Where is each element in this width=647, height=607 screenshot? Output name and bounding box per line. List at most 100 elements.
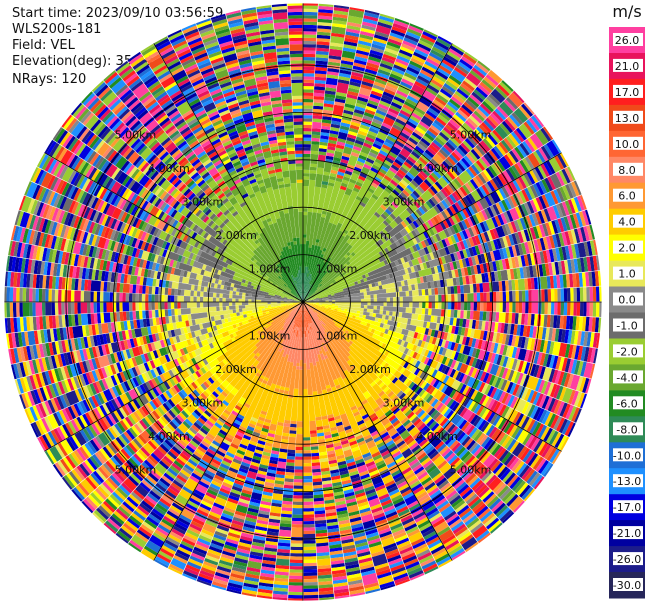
ray-gate-segment <box>263 550 277 556</box>
ray-gate-segment <box>386 514 399 522</box>
ray-gate-segment <box>245 516 257 523</box>
ray-gate-segment <box>481 184 490 196</box>
ray-gate-segment <box>479 283 484 293</box>
ray-gate-segment <box>408 214 415 223</box>
ray-gate-segment <box>435 345 441 354</box>
ray-gate-segment <box>318 584 333 589</box>
ray-gate-segment <box>234 510 247 517</box>
ray-gate-segment <box>403 239 415 250</box>
ray-gate-segment <box>349 7 365 12</box>
ray-gate-segment <box>425 394 434 404</box>
ray-gate-segment <box>515 127 527 141</box>
ray-gate-segment <box>348 349 379 381</box>
ray-gate-segment <box>472 310 480 321</box>
ray-gate-segment <box>456 431 466 442</box>
ray-gate-segment <box>424 132 435 142</box>
ray-gate-segment <box>233 513 246 520</box>
ray-gate-segment <box>440 505 455 518</box>
ray-gate-segment <box>450 180 460 190</box>
ray-gate-segment <box>201 424 211 433</box>
ray-gate-segment <box>55 411 65 425</box>
ray-gate-segment <box>396 184 405 192</box>
ray-gate-segment <box>294 469 303 473</box>
ray-gate-segment <box>337 460 347 466</box>
ray-gate-segment <box>432 472 443 482</box>
ray-gate-segment <box>412 431 422 440</box>
ray-gate-segment <box>399 296 403 302</box>
ray-gate-segment <box>412 220 420 228</box>
ray-gate-segment <box>523 121 535 135</box>
ray-gate-segment <box>288 365 297 399</box>
ray-gate-segment <box>293 491 303 496</box>
ray-gate-segment <box>486 292 490 302</box>
ray-gate-segment <box>203 494 216 503</box>
ray-gate-segment <box>144 416 153 426</box>
ray-gate-segment <box>241 375 260 400</box>
ray-gate-segment <box>132 377 140 387</box>
ray-gate-segment <box>284 397 293 421</box>
ray-gate-segment <box>218 369 224 376</box>
ray-gate-segment <box>230 387 239 396</box>
ray-gate-segment <box>315 297 319 300</box>
ray-gate-segment <box>143 459 155 470</box>
ray-gate-segment <box>489 342 496 353</box>
ray-gate-segment <box>475 160 486 171</box>
ray-gate-segment <box>310 430 317 434</box>
ray-gate-segment <box>411 83 425 96</box>
ray-gate-segment <box>452 317 457 326</box>
ray-gate-segment <box>460 450 471 462</box>
ray-gate-segment <box>192 492 204 501</box>
ray-gate-segment <box>474 338 480 349</box>
ray-gate-segment <box>471 357 478 368</box>
ray-gate-segment <box>521 466 533 480</box>
ray-gate-segment <box>229 576 244 583</box>
ray-gate-segment <box>303 498 314 502</box>
ray-gate-segment <box>434 441 445 451</box>
ray-gate-segment <box>379 149 389 157</box>
ray-gate-segment <box>277 421 284 427</box>
ray-gate-segment <box>424 416 433 425</box>
ray-gate-segment <box>445 124 456 134</box>
ray-gate-segment <box>573 287 577 302</box>
ray-gate-segment <box>132 411 142 422</box>
ray-gate-segment <box>457 200 465 210</box>
ray-gate-segment <box>334 591 350 597</box>
ray-gate-segment <box>308 323 311 327</box>
ray-gate-segment <box>393 531 407 540</box>
ray-gate-segment <box>155 366 163 376</box>
ray-gate-segment <box>479 371 487 382</box>
ray-gate-segment <box>371 43 386 51</box>
ray-gate-segment <box>563 216 571 231</box>
ray-gate-segment <box>489 131 501 144</box>
ray-gate-segment <box>331 120 341 126</box>
ray-gate-segment <box>218 416 226 424</box>
ray-gate-segment <box>465 238 472 248</box>
ray-gate-segment <box>460 395 468 406</box>
ray-gate-segment <box>491 444 502 456</box>
ray-gate-segment <box>566 288 571 302</box>
ray-gate-segment <box>499 101 514 117</box>
ray-gate-segment <box>374 317 379 322</box>
ray-gate-segment <box>213 434 224 445</box>
ray-gate-segment <box>364 68 378 75</box>
ray-gate-segment <box>544 177 554 192</box>
ray-gate-segment <box>514 335 520 348</box>
ray-gate-segment <box>413 511 426 520</box>
ray-gate-segment <box>447 302 452 310</box>
ray-gate-segment <box>525 290 529 302</box>
ray-gate-segment <box>510 323 515 335</box>
ray-gate-segment <box>447 244 457 254</box>
ray-gate-segment <box>279 345 284 350</box>
ray-gate-segment <box>138 407 147 418</box>
ray-gate-segment <box>159 404 168 414</box>
ray-gate-segment <box>57 367 64 381</box>
ray-gate-segment <box>375 137 385 144</box>
ray-gate-segment <box>558 202 567 217</box>
ray-gate-segment <box>338 463 348 469</box>
ray-gate-segment <box>333 378 340 387</box>
ray-gate-segment <box>449 45 464 56</box>
ray-gate-segment <box>122 418 131 429</box>
ray-gate-segment <box>118 466 130 478</box>
ray-gate-segment <box>303 244 306 273</box>
ray-gate-segment <box>353 62 366 69</box>
